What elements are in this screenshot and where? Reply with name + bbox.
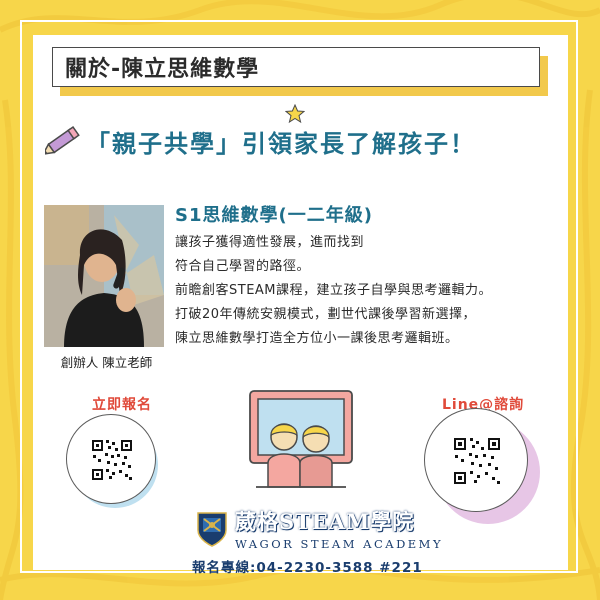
- description-line: 讓孩子獲得適性發展，進而找到: [175, 235, 365, 250]
- founder-photo: [44, 205, 164, 347]
- academy-english-name: WAGOR STEAM ACADEMY: [235, 537, 444, 551]
- pencil-icon: [45, 126, 80, 156]
- description-line: 符合自己學習的路徑。: [175, 259, 311, 274]
- academy-brand: 葳格STEAM學院 WAGOR STEAM ACADEMY: [195, 506, 443, 551]
- page-title: 關於-陳立思維數學: [52, 47, 540, 87]
- founder-caption: 創辦人 陳立老師: [60, 355, 153, 370]
- academy-name: 葳格STEAM學院: [235, 509, 415, 534]
- star-icon: [285, 104, 305, 124]
- parent-child-monitor-icon: [249, 390, 353, 488]
- line-qr-code[interactable]: [425, 409, 529, 513]
- headline: 「親子共學」引領家長了解孩子！: [86, 130, 476, 158]
- register-qr-frame[interactable]: [66, 414, 156, 504]
- course-title: S1思維數學(一二年級): [175, 205, 373, 226]
- card-outline: [20, 20, 578, 573]
- register-now-label: 立即報名: [92, 397, 152, 413]
- line-qr-frame[interactable]: [424, 408, 528, 512]
- course-description: 讓孩子獲得適性發展，進而找到 符合自己學習的路徑。 前瞻創客STEAM課程，建立…: [175, 231, 565, 351]
- description-line: 前瞻創客STEAM課程，建立孩子自學與思考邏輯力。: [175, 283, 493, 298]
- description-line: 打破20年傳統安親模式，劃世代課後學習新選擇，: [175, 307, 477, 322]
- academy-crest-icon: [197, 511, 227, 547]
- registration-hotline[interactable]: 報名專線:04-2230-3588 #221: [192, 560, 423, 576]
- description-line: 陳立思維數學打造全方位小一課後思考邏輯班。: [175, 331, 459, 346]
- register-qr-code[interactable]: [67, 415, 157, 505]
